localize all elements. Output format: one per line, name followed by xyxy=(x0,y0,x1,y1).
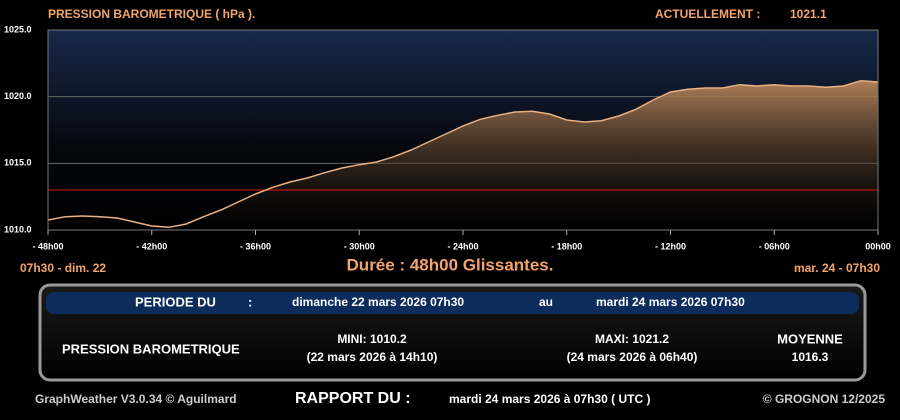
x-tick-label: - 12h00 xyxy=(655,241,686,251)
y-tick-label: 1010.0 xyxy=(4,224,32,234)
min: MINI: 1010.2 xyxy=(337,332,407,346)
x-tick-label: - 36h00 xyxy=(240,241,271,251)
current-label: ACTUELLEMENT : xyxy=(655,7,760,21)
x-tick-label: - 24h00 xyxy=(447,241,478,251)
period-end: mardi 24 mars 2026 07h30 xyxy=(596,295,745,309)
mean: 1016.3 xyxy=(792,350,829,364)
x-tick-label: - 48h00 xyxy=(32,241,63,251)
mean-label: MOYENNE xyxy=(777,331,843,346)
min-when: (22 mars 2026 à 14h10) xyxy=(307,350,438,364)
end-label: mar. 24 - 07h30 xyxy=(794,261,880,275)
period-colon: : xyxy=(248,294,252,309)
software: GraphWeather V3.0.34 © Aguilmard xyxy=(35,392,237,406)
row-label: PRESSION BAROMETRIQUE xyxy=(62,341,240,356)
chart-title: PRESSION BAROMETRIQUE ( hPa ). xyxy=(48,7,255,21)
line xyxy=(47,79,879,229)
max: MAXI: 1021.2 xyxy=(595,332,669,346)
x-tick-label: - 18h00 xyxy=(551,241,582,251)
y-tick-label: 1020.0 xyxy=(4,91,32,101)
x-tick-label: - 06h00 xyxy=(759,241,790,251)
x-tick-label: 00h00 xyxy=(865,241,891,251)
report-date: mardi 24 mars 2026 à 07h30 ( UTC ) xyxy=(449,392,650,406)
copyright: © GROGNON 12/2025 xyxy=(763,392,886,406)
start-label: 07h30 - dim. 22 xyxy=(20,261,106,275)
x-tick-label: - 30h00 xyxy=(344,241,375,251)
y-tick-label: 1025.0 xyxy=(4,24,32,34)
report-label: RAPPORT DU : xyxy=(295,390,411,407)
period-label: PERIODE DU xyxy=(135,294,216,309)
max-when: (24 mars 2026 à 06h40) xyxy=(567,350,698,364)
period-to: au xyxy=(539,295,553,309)
x-tick-label: - 42h00 xyxy=(136,241,167,251)
summary-header xyxy=(46,292,859,314)
current-value: 1021.1 xyxy=(790,7,827,21)
y-tick-label: 1015.0 xyxy=(4,158,32,168)
subtitle: Durée : 48h00 Glissantes. xyxy=(347,255,554,274)
period-start: dimanche 22 mars 2026 07h30 xyxy=(292,295,464,309)
area xyxy=(48,80,878,230)
